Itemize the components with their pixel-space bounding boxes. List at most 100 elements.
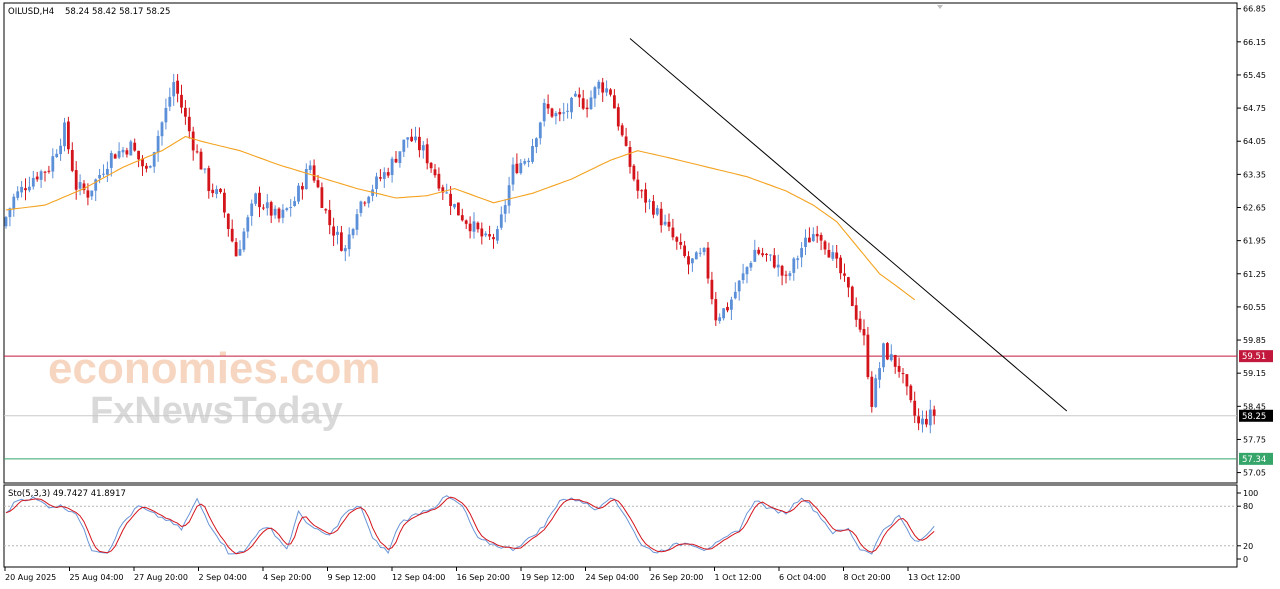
candle-body [59,145,62,155]
candle-body [928,409,932,426]
time-tick-label: 20 Aug 2025 [5,573,56,582]
candle-body [90,190,94,197]
candle-body [215,189,218,195]
candle-body [722,308,725,319]
candle-body [858,318,862,330]
candle-body [800,248,803,258]
candle-body [219,188,222,193]
candle-body [515,163,519,173]
candle-body [925,418,928,425]
candle-body [230,228,234,242]
candle-body [203,168,207,170]
candle-body [336,231,339,235]
candle-body [741,273,745,281]
time-tick-label: 4 Sep 20:00 [263,573,311,582]
candle-body [468,223,472,232]
candle-body [94,179,98,191]
price-tick-label: 65.45 [1243,71,1266,80]
candle-body [145,165,148,169]
candle-body [644,189,647,203]
candle-body [164,108,168,123]
price-layer [4,38,1237,460]
candle-body [293,201,296,206]
candle-body [652,201,655,215]
candle-body [882,343,885,368]
candle-body [129,141,133,156]
candle-body [20,186,23,193]
candle-body [125,150,129,155]
candle-body [184,107,187,117]
stoch-panel-frame [3,484,1238,568]
candle-body [28,186,31,191]
candle-body [301,186,304,190]
candle-body [250,203,254,216]
candle-body [496,229,499,241]
candle-body [679,241,683,245]
candle-body [211,189,215,194]
candle-body [238,249,242,256]
candle-body [207,168,211,191]
candle-body [792,258,796,273]
candle-body [86,190,90,198]
candle-body [398,151,402,163]
stoch-layer [4,495,1237,555]
candle-body [511,164,515,185]
candle-body [542,102,546,122]
candle-body [519,162,523,174]
candle-body [472,221,476,232]
time-tick-label: 6 Oct 04:00 [779,573,826,582]
time-tick-label: 9 Sep 12:00 [328,573,376,582]
price-tick-label: 57.05 [1243,469,1266,478]
candle-body [47,170,51,172]
chart-shift-marker[interactable] [937,5,943,9]
price-tick-label: 61.25 [1243,270,1266,279]
candle-body [702,248,706,253]
time-tick-label: 8 Oct 20:00 [844,573,891,582]
candle-body [223,192,226,213]
candle-body [121,149,125,153]
candle-body [43,171,47,173]
candle-body [51,156,55,172]
time-tick-label: 26 Sep 20:00 [650,573,703,582]
candle-body [429,162,433,169]
candle-body [921,418,924,425]
candle-body [839,257,842,274]
stoch-tick-label: 100 [1243,489,1258,498]
candle-body [850,286,854,307]
candle-body [133,142,137,151]
candle-body [648,200,651,202]
candle-body [726,306,729,311]
candle-body [698,252,702,254]
candle-body [421,145,425,151]
candle-body [258,192,261,208]
candle-body [917,416,920,424]
candle-body [433,169,437,176]
candle-body [886,343,889,360]
candle-body [480,228,484,237]
candle-body [414,136,417,141]
candle-body [909,385,913,401]
candle-body [180,94,183,108]
price-panel-frame [3,2,1238,484]
candle-body [308,165,312,170]
candle-body [484,233,488,236]
candle-body [628,146,632,167]
candle-body [874,378,878,408]
chart-ohlc: 58.24 58.42 58.17 58.25 [65,7,170,17]
price-tick-label: 57.75 [1243,435,1266,444]
stoch-signal-line [5,496,935,555]
price-tick-label: 66.15 [1243,38,1266,47]
candle-body [616,107,620,127]
candle-body [359,201,363,213]
candle-body [893,354,897,367]
candle-body [605,88,608,93]
candle-body [675,237,679,242]
axis-layer: 66.85 66.15 65.45 64.75 64.05 63.35 62.65 61.95… [4,5,1273,582]
candle-body [784,274,788,276]
candle-body [507,185,511,206]
price-tick-label: 58.45 [1243,402,1266,411]
candle-body [932,409,936,416]
candle-body [410,136,413,142]
